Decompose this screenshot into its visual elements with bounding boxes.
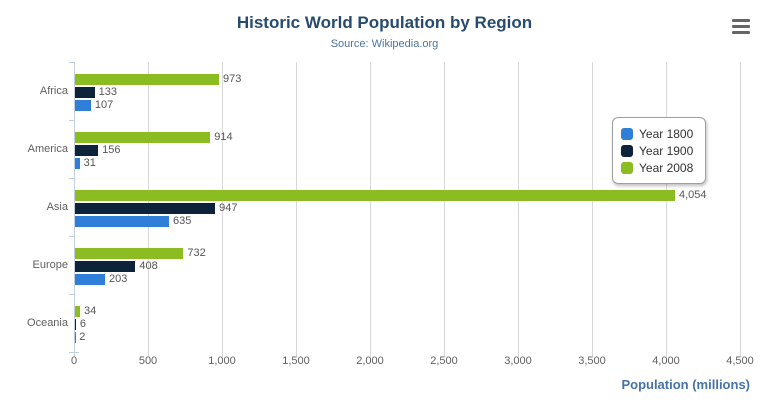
bar-group-europe: Europe 732 408 203	[33, 236, 740, 294]
data-label: 31	[83, 157, 96, 169]
category-tick	[69, 178, 74, 179]
x-tick-label: 1,000	[208, 355, 236, 367]
legend-item-year-2008[interactable]: Year 2008	[621, 159, 693, 176]
x-tick-label: 3,000	[504, 355, 532, 367]
hamburger-icon	[727, 19, 755, 34]
x-tick-label: 2,000	[356, 355, 384, 367]
export-menu-button[interactable]	[727, 16, 755, 40]
data-label: 2	[79, 331, 86, 343]
gridline	[444, 62, 445, 357]
bar-year-1800-europe[interactable]	[75, 274, 106, 285]
legend-item-year-1800[interactable]: Year 1800	[621, 125, 693, 142]
plot-area: Africa 973 133 107 America 914 156 31 Asia 4,054 9…	[27, 62, 741, 357]
data-label: 973	[223, 73, 242, 85]
x-axis-title: Population (millions)	[621, 377, 750, 392]
gridline	[370, 62, 371, 357]
bar-year-1900-europe[interactable]	[75, 261, 136, 272]
legend-item-year-1900[interactable]: Year 1900	[621, 142, 693, 159]
legend-label: Year 1900	[639, 143, 694, 158]
category-tick	[69, 294, 74, 295]
chart-subtitle: Source: Wikipedia.org	[330, 38, 439, 50]
data-label: 34	[84, 305, 97, 317]
category-label: Africa	[39, 85, 68, 97]
data-label: 6	[79, 318, 86, 330]
y-axis-line	[74, 62, 75, 352]
category-tick	[69, 352, 74, 353]
x-tick-label: 4,500	[726, 355, 754, 367]
gridline	[740, 62, 741, 357]
x-tick-label: 2,500	[430, 355, 458, 367]
bar-year-1900-oceania[interactable]	[75, 319, 76, 330]
bar-year-1800-africa[interactable]	[75, 100, 91, 111]
data-label: 4,054	[678, 189, 707, 201]
bar-year-1800-america[interactable]	[75, 158, 80, 169]
data-label: 107	[94, 99, 114, 111]
gridline	[518, 62, 519, 357]
legend-label: Year 2008	[639, 160, 694, 175]
data-label: 408	[139, 260, 158, 272]
bar-year-2008-asia[interactable]	[75, 190, 675, 201]
category-tick	[69, 62, 74, 63]
x-tick-label: 4,000	[652, 355, 680, 367]
bar-year-2008-africa[interactable]	[75, 74, 219, 85]
chart-title: Historic World Population by Region	[236, 13, 533, 32]
category-label: Oceania	[27, 317, 68, 329]
data-label: 635	[172, 215, 192, 227]
category-label: Asia	[46, 201, 68, 213]
gridline	[592, 62, 593, 357]
category-label: America	[27, 143, 68, 155]
bar-group-asia: Asia 4,054 947 635	[47, 178, 740, 236]
bar-group-africa: Africa 973 133 107	[40, 62, 740, 120]
bar-group-oceania: Oceania 34 6 2	[27, 294, 740, 352]
data-label: 156	[102, 144, 121, 156]
bar-group-america: America 914 156 31	[28, 120, 740, 178]
legend-swatch-icon	[621, 161, 633, 174]
data-label: 914	[214, 131, 233, 143]
gridline	[296, 62, 297, 357]
gridline	[222, 62, 223, 357]
category-label: Europe	[32, 259, 68, 271]
data-label: 947	[219, 202, 238, 214]
bar-year-2008-europe[interactable]	[75, 248, 184, 259]
category-tick	[69, 120, 74, 121]
bar-year-1900-africa[interactable]	[75, 87, 95, 98]
category-tick	[69, 236, 74, 237]
x-axis-tick-labels: 0 500 1,000 1,500 2,000 2,500 3,000 3,500 4,000 4…	[0, 355, 769, 369]
x-tick-label: 3,500	[578, 355, 606, 367]
data-label: 732	[187, 247, 206, 259]
x-tick-label: 500	[138, 355, 158, 367]
bar-year-1900-asia[interactable]	[75, 203, 216, 214]
data-label: 133	[98, 86, 118, 98]
legend: Year 1800 Year 1900 Year 2008	[612, 117, 707, 184]
legend-label: Year 1800	[639, 126, 694, 141]
bar-year-1900-america[interactable]	[75, 145, 99, 156]
x-tick-label: 1,500	[282, 355, 310, 367]
bar-year-1800-asia[interactable]	[75, 216, 169, 227]
bar-year-2008-oceania[interactable]	[75, 306, 81, 317]
y-axis-foot	[74, 352, 79, 353]
legend-swatch-icon	[621, 144, 633, 157]
legend-swatch-icon	[621, 127, 633, 140]
x-tick-label: 0	[70, 355, 78, 367]
gridline	[666, 62, 667, 357]
data-label: 203	[109, 273, 128, 285]
bar-year-2008-america[interactable]	[75, 132, 211, 143]
